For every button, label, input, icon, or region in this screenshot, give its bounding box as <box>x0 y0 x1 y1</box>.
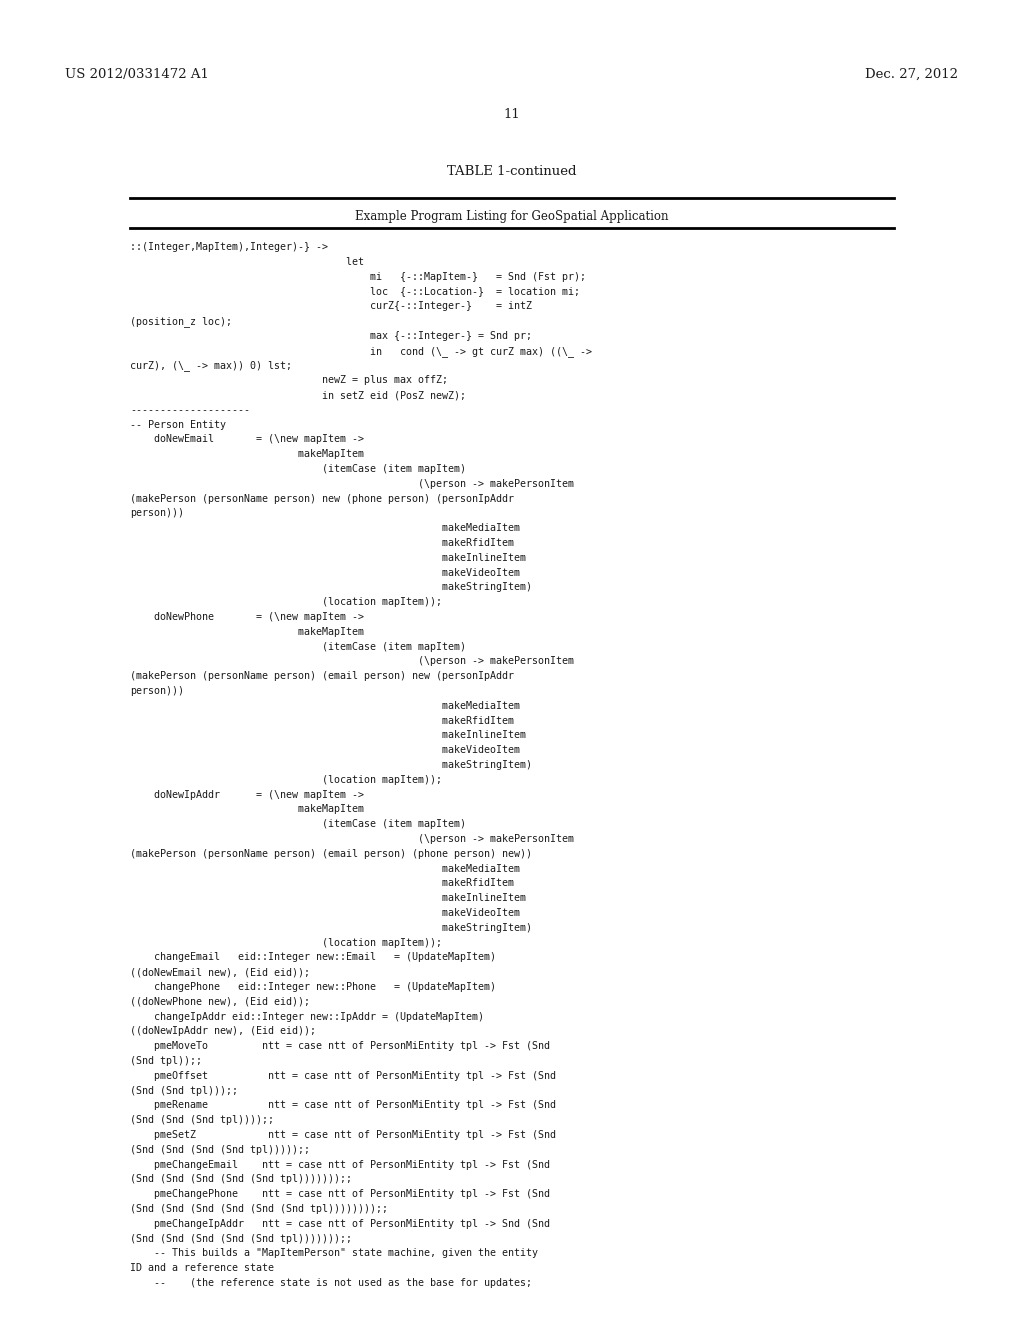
Text: (Snd tpl));;: (Snd tpl));; <box>130 1056 202 1067</box>
Text: makeMapItem: makeMapItem <box>130 804 364 814</box>
Text: (Snd (Snd tpl)));;: (Snd (Snd tpl)));; <box>130 1085 238 1096</box>
Text: (\person -> makePersonItem: (\person -> makePersonItem <box>130 834 574 843</box>
Text: pmeChangeEmail    ntt = case ntt of PersonMiEntity tpl -> Fst (Snd: pmeChangeEmail ntt = case ntt of PersonM… <box>130 1159 550 1170</box>
Text: --------------------: -------------------- <box>130 405 250 414</box>
Text: makeMediaItem: makeMediaItem <box>130 523 520 533</box>
Text: (location mapItem));: (location mapItem)); <box>130 775 442 785</box>
Text: makeRfidItem: makeRfidItem <box>130 715 514 726</box>
Text: newZ = plus max offZ;: newZ = plus max offZ; <box>130 375 449 385</box>
Text: let: let <box>130 257 364 267</box>
Text: (\person -> makePersonItem: (\person -> makePersonItem <box>130 479 574 488</box>
Text: pmeRename          ntt = case ntt of PersonMiEntity tpl -> Fst (Snd: pmeRename ntt = case ntt of PersonMiEnti… <box>130 1101 556 1110</box>
Text: makeVideoItem: makeVideoItem <box>130 568 520 578</box>
Text: pmeMoveTo         ntt = case ntt of PersonMiEntity tpl -> Fst (Snd: pmeMoveTo ntt = case ntt of PersonMiEnti… <box>130 1041 550 1051</box>
Text: ((doNewIpAddr new), (Eid eid));: ((doNewIpAddr new), (Eid eid)); <box>130 1027 316 1036</box>
Text: --    (the reference state is not used as the base for updates;: -- (the reference state is not used as t… <box>130 1278 532 1288</box>
Text: pmeChangePhone    ntt = case ntt of PersonMiEntity tpl -> Fst (Snd: pmeChangePhone ntt = case ntt of PersonM… <box>130 1189 550 1199</box>
Text: (Snd (Snd (Snd (Snd tpl)))));;: (Snd (Snd (Snd (Snd tpl)))));; <box>130 1144 310 1155</box>
Text: person))): person))) <box>130 686 184 696</box>
Text: makeStringItem): makeStringItem) <box>130 923 532 933</box>
Text: makeMapItem: makeMapItem <box>130 627 364 636</box>
Text: makeVideoItem: makeVideoItem <box>130 746 520 755</box>
Text: max {-::Integer-} = Snd pr;: max {-::Integer-} = Snd pr; <box>130 331 532 341</box>
Text: mi   {-::MapItem-}   = Snd (Fst pr);: mi {-::MapItem-} = Snd (Fst pr); <box>130 272 586 281</box>
Text: pmeOffset          ntt = case ntt of PersonMiEntity tpl -> Fst (Snd: pmeOffset ntt = case ntt of PersonMiEnti… <box>130 1071 556 1081</box>
Text: curZ{-::Integer-}    = intZ: curZ{-::Integer-} = intZ <box>130 301 532 312</box>
Text: makeInlineItem: makeInlineItem <box>130 894 526 903</box>
Text: 11: 11 <box>504 108 520 121</box>
Text: US 2012/0331472 A1: US 2012/0331472 A1 <box>65 69 209 81</box>
Text: (itemCase (item mapItem): (itemCase (item mapItem) <box>130 642 466 652</box>
Text: (position_z loc);: (position_z loc); <box>130 315 232 327</box>
Text: (Snd (Snd (Snd (Snd (Snd tpl)))))));;: (Snd (Snd (Snd (Snd (Snd tpl)))))));; <box>130 1234 352 1243</box>
Text: in   cond (\_ -> gt curZ max) ((\_ ->: in cond (\_ -> gt curZ max) ((\_ -> <box>130 346 592 356</box>
Text: ID and a reference state: ID and a reference state <box>130 1263 274 1274</box>
Text: makeInlineItem: makeInlineItem <box>130 553 526 562</box>
Text: (Snd (Snd (Snd tpl))));;: (Snd (Snd (Snd tpl))));; <box>130 1115 274 1125</box>
Text: changePhone   eid::Integer new::Phone   = (UpdateMapItem): changePhone eid::Integer new::Phone = (U… <box>130 982 496 993</box>
Text: (makePerson (personName person) (email person) new (personIpAddr: (makePerson (personName person) (email p… <box>130 671 514 681</box>
Text: pmeSetZ            ntt = case ntt of PersonMiEntity tpl -> Fst (Snd: pmeSetZ ntt = case ntt of PersonMiEntity… <box>130 1130 556 1140</box>
Text: curZ), (\_ -> max)) 0) lst;: curZ), (\_ -> max)) 0) lst; <box>130 360 292 371</box>
Text: (Snd (Snd (Snd (Snd (Snd (Snd tpl))))))));;: (Snd (Snd (Snd (Snd (Snd (Snd tpl)))))))… <box>130 1204 388 1214</box>
Text: ::(Integer,MapItem),Integer)-} ->: ::(Integer,MapItem),Integer)-} -> <box>130 242 328 252</box>
Text: (location mapItem));: (location mapItem)); <box>130 937 442 948</box>
Text: makeMediaItem: makeMediaItem <box>130 701 520 710</box>
Text: TABLE 1-continued: TABLE 1-continued <box>447 165 577 178</box>
Text: doNewEmail       = (\new mapItem ->: doNewEmail = (\new mapItem -> <box>130 434 364 445</box>
Text: makeStringItem): makeStringItem) <box>130 760 532 770</box>
Text: Dec. 27, 2012: Dec. 27, 2012 <box>865 69 958 81</box>
Text: makeRfidItem: makeRfidItem <box>130 539 514 548</box>
Text: ((doNewPhone new), (Eid eid));: ((doNewPhone new), (Eid eid)); <box>130 997 310 1007</box>
Text: -- This builds a "MapItemPerson" state machine, given the entity: -- This builds a "MapItemPerson" state m… <box>130 1249 538 1258</box>
Text: loc  {-::Location-}  = location mi;: loc {-::Location-} = location mi; <box>130 286 580 297</box>
Text: (makePerson (personName person) (email person) (phone person) new)): (makePerson (personName person) (email p… <box>130 849 532 859</box>
Text: Example Program Listing for GeoSpatial Application: Example Program Listing for GeoSpatial A… <box>355 210 669 223</box>
Text: changeEmail   eid::Integer new::Email   = (UpdateMapItem): changeEmail eid::Integer new::Email = (U… <box>130 953 496 962</box>
Text: makeInlineItem: makeInlineItem <box>130 730 526 741</box>
Text: pmeChangeIpAddr   ntt = case ntt of PersonMiEntity tpl -> Snd (Snd: pmeChangeIpAddr ntt = case ntt of Person… <box>130 1218 550 1229</box>
Text: makeVideoItem: makeVideoItem <box>130 908 520 917</box>
Text: -- Person Entity: -- Person Entity <box>130 420 226 429</box>
Text: makeMediaItem: makeMediaItem <box>130 863 520 874</box>
Text: ((doNewEmail new), (Eid eid));: ((doNewEmail new), (Eid eid)); <box>130 968 310 977</box>
Text: (Snd (Snd (Snd (Snd (Snd tpl)))))));;: (Snd (Snd (Snd (Snd (Snd tpl)))))));; <box>130 1175 352 1184</box>
Text: (itemCase (item mapItem): (itemCase (item mapItem) <box>130 820 466 829</box>
Text: (location mapItem));: (location mapItem)); <box>130 597 442 607</box>
Text: (itemCase (item mapItem): (itemCase (item mapItem) <box>130 465 466 474</box>
Text: person))): person))) <box>130 508 184 519</box>
Text: doNewPhone       = (\new mapItem ->: doNewPhone = (\new mapItem -> <box>130 612 364 622</box>
Text: (makePerson (personName person) new (phone person) (personIpAddr: (makePerson (personName person) new (pho… <box>130 494 514 504</box>
Text: (\person -> makePersonItem: (\person -> makePersonItem <box>130 656 574 667</box>
Text: makeRfidItem: makeRfidItem <box>130 878 514 888</box>
Text: makeStringItem): makeStringItem) <box>130 582 532 593</box>
Text: changeIpAddr eid::Integer new::IpAddr = (UpdateMapItem): changeIpAddr eid::Integer new::IpAddr = … <box>130 1011 484 1022</box>
Text: makeMapItem: makeMapItem <box>130 449 364 459</box>
Text: in setZ eid (PosZ newZ);: in setZ eid (PosZ newZ); <box>130 389 466 400</box>
Text: doNewIpAddr      = (\new mapItem ->: doNewIpAddr = (\new mapItem -> <box>130 789 364 800</box>
